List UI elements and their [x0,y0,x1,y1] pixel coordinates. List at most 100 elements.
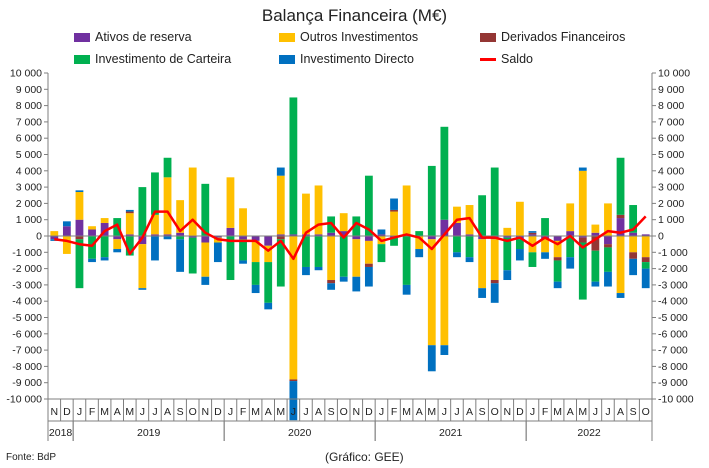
x-tick-label: J [530,406,535,418]
bar-investimento-de-carteira-45 [616,157,625,215]
y-tick-label-right: -6 000 [658,328,688,340]
legend-swatch [279,33,295,43]
bar-ativos-de-reserva-26 [377,234,386,236]
bar-outros-investimentos-34 [478,239,487,289]
x-tick-label: J [454,406,459,418]
bar-investimento-directo-15 [239,260,247,264]
y-tick-label-right: -9 000 [658,377,688,389]
y-tick-label-right: -4 000 [658,296,688,308]
bar-investimento-de-carteira-42 [578,242,587,300]
bar-ativos-de-reserva-0 [50,236,59,240]
y-tick-label-right: -8 000 [658,361,688,373]
legend-item-derivados-financeiros: Derivados Financeiros [480,30,625,44]
bar-ativos-de-reserva-42 [578,236,587,238]
bar-investimento-directo-28 [402,284,411,295]
bar-derivados-financeiros-46 [629,252,638,259]
bar-outros-investimentos-0 [50,231,59,236]
bar-ativos-de-reserva-14 [226,227,235,236]
bar-outros-investimentos-32 [453,206,461,223]
legend-swatch [480,58,496,62]
bar-outros-investimentos-44 [604,203,612,236]
bar-investimento-de-carteira-24 [352,216,361,236]
y-tick-label-left: 0 [36,231,42,243]
x-tick-label: J [291,406,296,418]
bar-outros-investimentos-3 [88,226,96,230]
bar-ativos-de-reserva-47 [641,234,650,236]
bar-outros-investimentos-23 [339,213,348,232]
bar-ativos-de-reserva-19 [289,234,298,236]
legend-swatch [74,33,90,43]
bar-investimento-de-carteira-23 [339,236,348,277]
bar-investimento-de-carteira-29 [415,231,424,236]
y-tick-label-right: -5 000 [658,312,688,324]
bar-investimento-directo-8 [151,236,159,261]
bar-investimento-directo-25 [364,266,373,287]
bar-investimento-de-carteira-46 [629,205,638,233]
bar-investimento-de-carteira-7 [138,187,147,236]
bar-investimento-directo-26 [377,229,386,235]
x-tick-label: D [214,406,222,418]
y-tick-label-left: -7 000 [12,345,42,357]
y-tick-label-right: 2 000 [658,198,684,210]
bar-ativos-de-reserva-22 [327,232,336,236]
bar-outros-investimentos-9 [163,177,172,235]
bar-outros-investimentos-16 [251,240,260,263]
x-tick-label: A [164,406,171,418]
y-tick-label-left: 8 000 [16,100,42,112]
bar-investimento-de-carteira-10 [176,236,185,240]
bar-investimento-directo-29 [415,249,424,258]
bar-outros-investimentos-27 [390,211,398,236]
bar-investimento-de-carteira-33 [465,236,474,258]
bar-investimento-directo-4 [100,257,109,261]
bar-investimento-directo-13 [213,242,222,263]
bar-outros-investimentos-2 [75,191,84,220]
bar-ativos-de-reserva-43 [591,232,600,236]
bar-investimento-de-carteira-34 [478,195,487,236]
x-tick-label: A [617,406,624,418]
bar-ativos-de-reserva-12 [201,236,210,243]
bar-outros-investimentos-40 [553,240,562,258]
x-tick-label: M [553,406,562,418]
bar-ativos-de-reserva-3 [88,229,96,236]
x-tick-label: N [352,406,360,418]
y-tick-label-left: 7 000 [16,116,42,128]
y-tick-label-left: -3 000 [12,279,42,291]
bar-investimento-directo-40 [553,281,562,289]
bar-derivados-financeiros-35 [490,280,499,284]
legend-swatch [480,33,496,43]
legend-item-ativos-de-reserva: Ativos de reserva [74,30,192,44]
x-tick-label: O [491,406,499,418]
y-tick-label-left: 5 000 [16,149,42,161]
x-tick-label: J [303,406,308,418]
bar-investimento-de-carteira-27 [390,237,398,246]
bar-investimento-directo-9 [163,236,172,240]
y-tick-label-right: 6 000 [658,133,684,145]
bar-ativos-de-reserva-21 [314,234,323,236]
x-tick-label: O [340,406,348,418]
bar-investimento-directo-22 [327,283,336,290]
bar-ativos-de-reserva-4 [100,222,109,236]
bar-ativos-de-reserva-45 [616,218,625,236]
x-tick-label: O [189,406,197,418]
legend-item-outros-investimentos: Outros Investimentos [279,30,418,44]
y-tick-label-left: 1 000 [16,214,42,226]
bar-investimento-directo-31 [440,345,449,355]
bar-outros-investimentos-28 [402,185,411,235]
y-tick-label-left: -6 000 [12,328,42,340]
y-tick-label-right: 10 000 [658,68,690,80]
bar-outros-investimentos-31 [440,236,449,346]
y-tick-label-left: -2 000 [12,263,42,275]
bar-ativos-de-reserva-10 [176,232,185,236]
bar-derivados-financeiros-6 [125,211,134,214]
bar-investimento-directo-7 [138,288,147,290]
x-tick-label: A [466,406,473,418]
bar-ativos-de-reserva-1 [62,226,71,236]
x-tick-label: O [642,406,650,418]
bar-investimento-directo-34 [478,288,487,298]
x-year-label: 2021 [439,427,463,439]
bar-ativos-de-reserva-11 [188,236,197,238]
bar-investimento-de-carteira-3 [88,236,96,259]
x-tick-label: J [152,406,157,418]
y-tick-label-left: 2 000 [16,198,42,210]
bar-ativos-de-reserva-38 [528,234,537,236]
